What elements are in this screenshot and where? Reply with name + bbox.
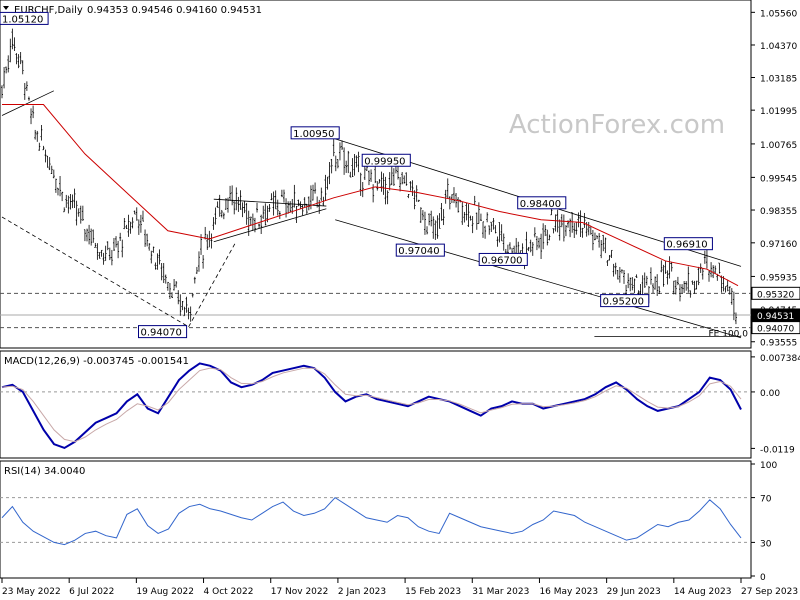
x-tick-label: 23 May 2022 xyxy=(2,587,61,597)
price-labels: 1.05120 0.94070 1.00950 0.97040 0.99950 0.967… xyxy=(0,11,713,339)
price-label-box xyxy=(290,126,340,140)
price-label-text: 0.98400 xyxy=(520,199,561,210)
rsi-panel-frame xyxy=(0,460,752,579)
rsi-layer: 100 70 30 0 xyxy=(0,461,777,583)
y-tick-label: 0.99545 xyxy=(760,174,797,184)
rsi-title: RSI(14) 34.0040 xyxy=(4,466,85,477)
x-tick-label: 16 May 2023 xyxy=(539,587,598,597)
y-tick-label: 1.04370 xyxy=(760,42,797,52)
trendline xyxy=(1,216,189,328)
macd-panel-frame xyxy=(0,350,752,459)
price-label-box xyxy=(478,252,528,266)
x-tick-label: 6 Jul 2022 xyxy=(69,587,114,597)
symbol-title: EURCHF,Daily xyxy=(14,5,83,16)
y-tick-label: 1.00765 xyxy=(760,141,797,151)
price-label-box xyxy=(517,196,567,210)
moving-average-layer xyxy=(2,104,739,287)
y-tick-label: 0.98355 xyxy=(760,207,797,217)
candles xyxy=(1,28,737,325)
price-label-text: 1.00950 xyxy=(293,129,334,140)
x-tick-label: 31 Mar 2023 xyxy=(472,587,529,597)
rsi-y-tick-label: 0 xyxy=(760,573,766,583)
price-label-text: 0.97040 xyxy=(398,246,439,257)
rsi-y-tick-label: 70 xyxy=(760,495,772,505)
x-axis: 23 May 2022 6 Jul 2022 19 Aug 2022 4 Oct 20… xyxy=(1,578,798,597)
x-tick-label: 4 Oct 2022 xyxy=(204,587,254,597)
price-panel-frame xyxy=(0,0,752,349)
price-label-box xyxy=(395,243,445,257)
trendline xyxy=(213,208,327,243)
x-tick-label: 14 Aug 2023 xyxy=(674,587,732,597)
y-tick-label: 1.03185 xyxy=(760,74,797,84)
price-axis: 1.05560 1.04370 1.03185 1.01995 1.00765 0.995… xyxy=(709,9,800,349)
price-tag-text: 0.94531 xyxy=(757,312,794,322)
price-tag-box xyxy=(751,308,800,322)
moving-average-line xyxy=(2,104,739,287)
macd-layer: 0.007384 0.00 -0.0119 xyxy=(0,354,800,455)
channel-lower xyxy=(335,219,742,339)
y-tick-label: 0.93555 xyxy=(760,339,797,349)
x-tick-label: 27 Sep 2023 xyxy=(741,587,798,597)
x-tick-label: 29 Jun 2023 xyxy=(607,587,661,597)
price-label-box xyxy=(663,237,713,251)
fe-label: FE 100.0 xyxy=(709,329,749,339)
y-tick-label: 1.01995 xyxy=(760,107,797,117)
watermark-text: ActionForex.com xyxy=(509,110,725,140)
macd-y-tick-label: -0.0119 xyxy=(760,445,795,455)
y-tick-label: 0.97160 xyxy=(760,240,797,250)
x-tick-label: 17 Nov 2022 xyxy=(271,587,329,597)
ohlc-values: 0.94353 0.94546 0.94160 0.94531 xyxy=(87,5,262,16)
y-tick-label: 0.95935 xyxy=(760,273,797,283)
price-label-text: 0.95200 xyxy=(603,297,644,308)
price-label-text: 0.96700 xyxy=(481,255,522,266)
price-label-text: 0.94070 xyxy=(141,328,182,339)
rsi-y-tick-label: 100 xyxy=(760,461,777,471)
y-tick-label: 1.05560 xyxy=(760,9,797,19)
macd-title: MACD(12,26,9) -0.003745 -0.001541 xyxy=(4,356,189,367)
level-tag-box xyxy=(751,321,800,335)
price-label-box xyxy=(0,11,49,25)
level-tag-text: 0.94070 xyxy=(757,325,794,335)
price-label-text: 0.99950 xyxy=(364,156,405,167)
price-label-box xyxy=(361,153,411,167)
price-label-box xyxy=(600,294,650,308)
level-tag-text: 0.95320 xyxy=(757,290,794,300)
price-label-box xyxy=(138,325,188,339)
rsi-y-tick-label: 30 xyxy=(760,539,772,549)
macd-y-tick-label: 0.00 xyxy=(760,389,780,399)
price-label-text: 1.05120 xyxy=(2,14,43,25)
x-tick-label: 2 Jan 2023 xyxy=(338,587,386,597)
trendline xyxy=(1,90,55,116)
signal-line xyxy=(1,367,742,443)
price-label-text: 0.96910 xyxy=(666,240,707,251)
x-tick-label: 19 Aug 2022 xyxy=(136,587,194,597)
x-tick-label: 15 Feb 2023 xyxy=(405,587,461,597)
macd-y-tick-label: 0.007384 xyxy=(760,354,800,364)
rsi-line xyxy=(1,496,742,546)
trendline xyxy=(188,241,237,327)
chevron-down-icon[interactable] xyxy=(3,6,9,10)
level-tag-box xyxy=(751,286,800,300)
